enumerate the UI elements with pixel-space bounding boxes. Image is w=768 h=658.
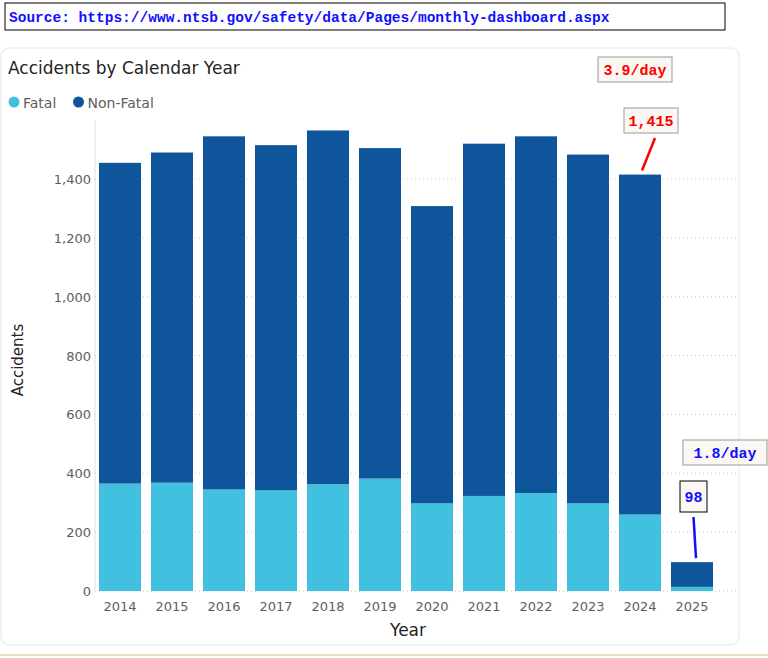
annotations: Source: https://www.ntsb.gov/safety/data… [5,3,767,558]
bottom-rule [0,654,768,656]
y-axis: 0 200 400 600 800 1,000 1,200 1,400 [54,120,736,599]
bar [567,155,609,504]
legend-label: Fatal [23,95,56,111]
x-axis: 2014 2015 2016 2017 2018 2019 2020 2021 2022 2023… [103,599,708,614]
annotation-box [624,108,678,133]
bar [99,163,141,484]
y-tick-label: 0 [83,584,91,599]
bar [359,479,401,591]
annotation-pointer [642,138,655,171]
bar [671,587,713,591]
x-tick-label: 2022 [519,599,552,614]
y-tick-label: 200 [66,525,91,540]
x-tick-label: 2015 [155,599,188,614]
annotation-box [680,481,707,512]
card [1,48,739,645]
annotation-box [683,440,767,465]
bar [203,136,245,489]
x-tick-label: 2023 [571,599,604,614]
y-tick-label: 800 [66,349,91,364]
annotation-text: 98 [684,490,702,507]
bar [151,483,193,591]
x-tick-label: 2014 [103,599,136,614]
bar [255,145,297,490]
x-tick-label: 2017 [259,599,292,614]
y-tick-label: 600 [66,407,91,422]
y-tick-label: 1,200 [54,231,91,246]
bars [99,130,713,591]
bar [671,562,713,587]
x-tick-label: 2021 [467,599,500,614]
chart-title: Accidents by Calendar Year [8,58,240,78]
annotation-text: 1,415 [628,114,673,131]
annotation-text: 3.9/day [603,63,666,80]
bar [619,175,661,515]
bar [463,496,505,591]
y-axis-line [95,120,96,591]
x-tick-label: 2025 [675,599,708,614]
x-tick-label: 2018 [311,599,344,614]
bar [515,136,557,493]
bar [359,148,401,478]
x-tick-label: 2020 [415,599,448,614]
x-tick-label: 2016 [207,599,240,614]
bar [307,484,349,591]
bar [307,130,349,484]
bar [99,484,141,591]
legend-swatch [9,97,20,108]
bar [515,493,557,591]
bar [463,144,505,496]
bar [151,153,193,483]
legend-label: Non-Fatal [88,95,154,111]
bar [619,514,661,591]
y-tick-label: 1,400 [54,172,91,187]
bar [411,503,453,591]
bar [203,489,245,591]
bar [567,503,609,591]
bar [255,490,297,591]
annotation-box [598,57,672,82]
y-tick-label: 400 [66,466,91,481]
bar [411,206,453,503]
annotation-text: Source: https://www.ntsb.gov/safety/data… [9,10,610,26]
annotation-pointer [694,517,697,558]
chart: Accidents by Calendar Year Fatal Non-Fatal… [0,0,768,658]
legend: Fatal Non-Fatal [9,95,154,111]
x-tick-label: 2019 [363,599,396,614]
legend-swatch [73,97,84,108]
x-axis-title: Year [389,620,426,640]
annotation-box [5,3,725,30]
y-tick-label: 1,000 [54,290,91,305]
x-tick-label: 2024 [623,599,656,614]
y-axis-title: Accidents [9,324,27,397]
annotation-text: 1.8/day [693,446,756,463]
